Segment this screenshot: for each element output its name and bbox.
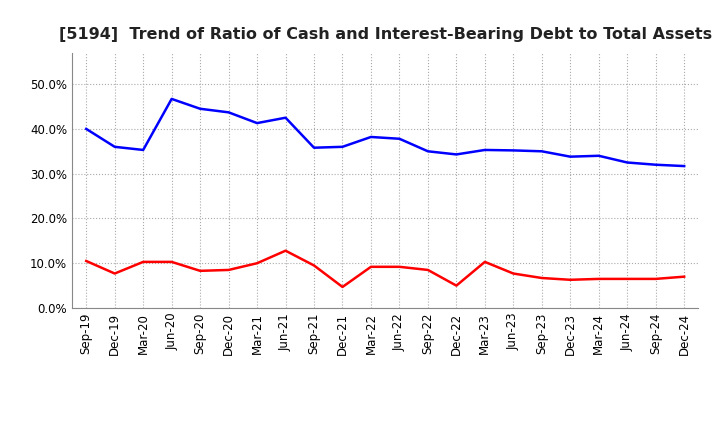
Interest-Bearing Debt xyxy=(366,134,375,139)
Interest-Bearing Debt xyxy=(680,163,688,169)
Cash xyxy=(282,248,290,253)
Cash xyxy=(566,277,575,282)
Interest-Bearing Debt xyxy=(595,153,603,158)
Interest-Bearing Debt xyxy=(338,144,347,150)
Interest-Bearing Debt xyxy=(253,121,261,126)
Interest-Bearing Debt xyxy=(310,145,318,150)
Interest-Bearing Debt xyxy=(196,106,204,111)
Title: [5194]  Trend of Ratio of Cash and Interest-Bearing Debt to Total Assets: [5194] Trend of Ratio of Cash and Intere… xyxy=(58,27,712,42)
Line: Cash: Cash xyxy=(86,251,684,287)
Interest-Bearing Debt xyxy=(139,147,148,153)
Cash xyxy=(167,259,176,264)
Cash xyxy=(139,259,148,264)
Cash xyxy=(395,264,404,269)
Interest-Bearing Debt xyxy=(423,149,432,154)
Interest-Bearing Debt xyxy=(652,162,660,167)
Cash xyxy=(480,259,489,264)
Interest-Bearing Debt xyxy=(509,148,518,153)
Cash xyxy=(196,268,204,274)
Interest-Bearing Debt xyxy=(623,160,631,165)
Cash xyxy=(623,276,631,282)
Interest-Bearing Debt xyxy=(225,110,233,115)
Cash xyxy=(423,268,432,273)
Cash xyxy=(652,276,660,282)
Cash xyxy=(680,274,688,279)
Cash xyxy=(509,271,518,276)
Interest-Bearing Debt xyxy=(537,149,546,154)
Interest-Bearing Debt xyxy=(566,154,575,159)
Cash xyxy=(225,268,233,273)
Cash xyxy=(310,263,318,268)
Interest-Bearing Debt xyxy=(167,96,176,102)
Interest-Bearing Debt xyxy=(395,136,404,141)
Interest-Bearing Debt xyxy=(282,115,290,121)
Line: Interest-Bearing Debt: Interest-Bearing Debt xyxy=(86,99,684,166)
Cash xyxy=(595,276,603,282)
Interest-Bearing Debt xyxy=(480,147,489,153)
Cash xyxy=(366,264,375,269)
Interest-Bearing Debt xyxy=(82,126,91,132)
Cash xyxy=(452,283,461,288)
Interest-Bearing Debt xyxy=(110,144,119,150)
Interest-Bearing Debt xyxy=(452,152,461,157)
Cash xyxy=(537,275,546,281)
Cash xyxy=(110,271,119,276)
Cash xyxy=(253,260,261,266)
Cash xyxy=(338,284,347,290)
Cash xyxy=(82,258,91,264)
